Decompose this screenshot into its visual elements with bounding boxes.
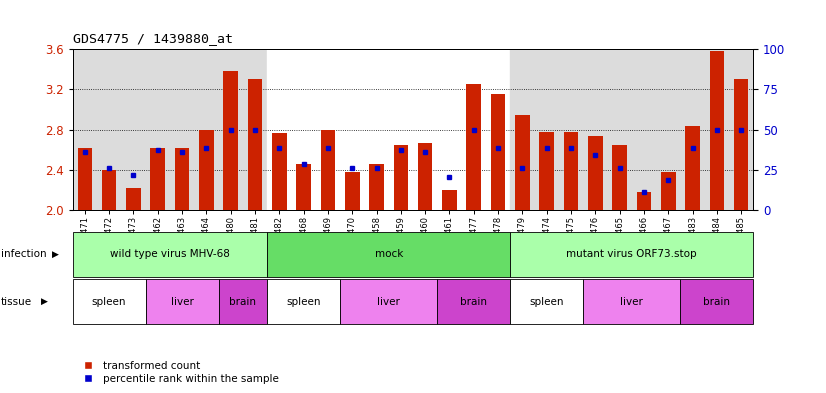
Bar: [267, 49, 510, 210]
Bar: [733, 79, 748, 210]
Legend: transformed count, percentile rank within the sample: transformed count, percentile rank withi…: [78, 361, 278, 384]
Bar: [297, 164, 311, 210]
Text: liver: liver: [620, 297, 643, 307]
Bar: [248, 79, 263, 210]
Bar: [442, 190, 457, 210]
Text: ▶: ▶: [41, 297, 48, 306]
Text: liver: liver: [377, 297, 400, 307]
Text: ▶: ▶: [52, 250, 59, 259]
Bar: [175, 148, 189, 210]
Bar: [393, 145, 408, 210]
Bar: [73, 49, 267, 210]
Text: spleen: spleen: [92, 297, 126, 307]
Bar: [320, 130, 335, 210]
Text: brain: brain: [230, 297, 256, 307]
Bar: [637, 192, 651, 210]
Bar: [223, 71, 238, 210]
FancyBboxPatch shape: [219, 279, 267, 324]
FancyBboxPatch shape: [267, 232, 510, 277]
Text: infection: infection: [1, 250, 46, 259]
Bar: [369, 164, 384, 210]
Bar: [78, 148, 93, 210]
Bar: [467, 84, 481, 210]
FancyBboxPatch shape: [681, 279, 753, 324]
Text: mutant virus ORF73.stop: mutant virus ORF73.stop: [567, 250, 697, 259]
Text: GDS4775 / 1439880_at: GDS4775 / 1439880_at: [73, 32, 233, 45]
Text: wild type virus MHV-68: wild type virus MHV-68: [110, 250, 230, 259]
FancyBboxPatch shape: [145, 279, 219, 324]
Bar: [563, 132, 578, 210]
Text: spleen: spleen: [529, 297, 564, 307]
FancyBboxPatch shape: [340, 279, 437, 324]
Text: mock: mock: [374, 250, 403, 259]
Text: brain: brain: [704, 297, 730, 307]
Bar: [588, 136, 603, 210]
Bar: [515, 115, 529, 210]
FancyBboxPatch shape: [267, 279, 340, 324]
Bar: [345, 172, 359, 210]
FancyBboxPatch shape: [73, 279, 145, 324]
Bar: [418, 143, 433, 210]
FancyBboxPatch shape: [510, 232, 753, 277]
Text: liver: liver: [171, 297, 193, 307]
FancyBboxPatch shape: [73, 232, 267, 277]
Text: tissue: tissue: [1, 297, 32, 307]
Bar: [126, 188, 140, 210]
FancyBboxPatch shape: [437, 279, 510, 324]
Bar: [612, 145, 627, 210]
Bar: [710, 51, 724, 210]
Bar: [150, 148, 165, 210]
Bar: [661, 172, 676, 210]
Bar: [102, 170, 116, 210]
Bar: [510, 49, 753, 210]
FancyBboxPatch shape: [510, 279, 583, 324]
Text: spleen: spleen: [287, 297, 320, 307]
Text: brain: brain: [460, 297, 487, 307]
Bar: [199, 130, 214, 210]
FancyBboxPatch shape: [583, 279, 681, 324]
Bar: [491, 94, 506, 210]
Bar: [686, 126, 700, 210]
Bar: [272, 133, 287, 210]
Bar: [539, 132, 554, 210]
